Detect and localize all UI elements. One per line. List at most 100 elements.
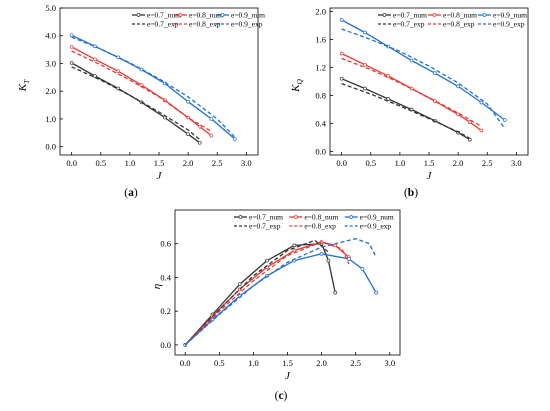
data-point xyxy=(326,258,331,263)
legend-label: e=0.8_exp xyxy=(304,222,336,231)
legend-label: e=0.9_num xyxy=(360,213,394,222)
data-point xyxy=(197,140,202,145)
legend-item: e=0.9_exp xyxy=(478,20,525,29)
x-tick-label: 0.5 xyxy=(365,158,376,168)
series-line-e=0.8_num xyxy=(71,46,212,137)
data-point xyxy=(502,118,507,122)
y-axis-title: KT xyxy=(17,79,31,92)
panel-label: (a) xyxy=(124,187,138,199)
legend-marker xyxy=(178,13,183,17)
legend-marker xyxy=(432,13,437,17)
x-tick-label: 3.0 xyxy=(384,358,395,368)
chart-panel-3: 0.0 0.5 1.0 1.5 2.0 2.5 3.0 0.0 0.2 0.4 0.6 Jη e=0.7… xyxy=(151,209,401,402)
x-tick-label: 1.5 xyxy=(282,358,293,368)
panel-label: (b) xyxy=(404,187,418,199)
series-line-e=0.9_exp xyxy=(71,36,236,138)
legend-item: e=0.7_num xyxy=(378,11,427,20)
legend-item: e=0.7_num xyxy=(132,11,181,20)
series-line-e=0.9_num xyxy=(341,19,506,121)
series-line-e=0.8_exp xyxy=(341,57,482,127)
data-point xyxy=(197,124,202,129)
data-point xyxy=(69,61,74,65)
x-tick-label: 2.5 xyxy=(482,158,493,168)
legend-item: e=0.8_exp xyxy=(428,20,475,29)
legend-marker xyxy=(293,215,298,219)
y-tick-label: 5.0 xyxy=(45,3,56,13)
legend-item: e=0.9_num xyxy=(344,213,394,222)
legend-label: e=0.8_num xyxy=(443,11,477,20)
series-line-e=0.8_exp xyxy=(184,241,350,346)
legend-marker xyxy=(220,13,225,17)
x-axis-title: J xyxy=(427,170,433,182)
y-tick-label: 0.4 xyxy=(315,119,326,129)
y-tick-label: 0.0 xyxy=(160,340,171,350)
data-point xyxy=(319,251,324,256)
series-line-e=0.7_exp xyxy=(71,66,201,141)
series-line-e=0.9_exp xyxy=(341,28,506,129)
legend-item: e=0.7_num xyxy=(234,213,283,222)
data-point xyxy=(339,76,344,81)
chart-panel-2: 0.0 0.5 1.0 1.5 2.0 2.5 3.0 0.0 0.4 0.8 1.2 1.6 2.0 J… xyxy=(290,7,529,199)
x-axis-title: J xyxy=(285,370,291,382)
data-point xyxy=(363,30,367,35)
data-point xyxy=(116,69,121,74)
legend-item: e=0.9_num xyxy=(478,11,527,20)
data-point xyxy=(467,137,472,142)
data-point xyxy=(237,282,242,287)
data-point xyxy=(93,74,97,78)
y-tick-label: 0.4 xyxy=(160,272,171,282)
legend-item: e=0.9_exp xyxy=(344,222,391,231)
x-tick-label: 3.0 xyxy=(241,158,252,168)
data-point xyxy=(363,86,367,91)
data-point xyxy=(479,100,484,105)
legend-marker xyxy=(482,13,487,17)
legend-label: e=0.9_num xyxy=(493,11,527,20)
data-point xyxy=(467,120,472,124)
data-point xyxy=(333,290,338,295)
chart-panel-1: 0.0 0.5 1.0 1.5 2.0 2.5 3.0 0.0 1.0 2.0 3.0 4.0 5.0 J… xyxy=(17,3,265,199)
legend-marker xyxy=(382,13,387,17)
data-point xyxy=(186,99,190,104)
data-point xyxy=(292,243,297,248)
data-point xyxy=(339,51,344,56)
y-tick-label: 1.2 xyxy=(315,63,326,73)
series-line-e=0.8_num xyxy=(184,241,350,346)
y-axis-title: η xyxy=(151,284,163,289)
x-tick-label: 2.0 xyxy=(183,158,194,168)
series-line-e=0.8_exp xyxy=(71,50,212,132)
legend-item: e=0.8_num xyxy=(428,11,477,20)
series-line-e=0.7_num xyxy=(184,243,336,346)
legend-label: e=0.7_exp xyxy=(249,222,281,231)
series-line-e=0.8_num xyxy=(341,52,482,132)
legend-item: e=0.7_exp xyxy=(132,20,179,29)
x-tick-label: 2.5 xyxy=(350,358,361,368)
legend-item: e=0.8_exp xyxy=(174,20,221,29)
legend-label: e=0.7_num xyxy=(249,213,283,222)
data-point xyxy=(347,257,351,261)
x-tick-label: 2.5 xyxy=(212,158,223,168)
y-tick-label: 2.0 xyxy=(315,7,326,17)
data-point xyxy=(374,290,378,295)
data-point xyxy=(265,258,269,263)
y-tick-label: 1.0 xyxy=(45,114,56,124)
data-point xyxy=(339,18,344,22)
x-axis-title: J xyxy=(157,170,163,182)
x-tick-label: 3.0 xyxy=(511,158,522,168)
data-point xyxy=(209,133,214,138)
data-point xyxy=(292,248,297,253)
series-line-e=0.7_exp xyxy=(184,239,329,346)
legend-label: e=0.7_num xyxy=(147,11,181,20)
data-point xyxy=(209,117,214,121)
legend-label: e=0.7_exp xyxy=(147,20,179,29)
x-tick-label: 1.0 xyxy=(248,358,259,368)
legend-item: e=0.8_exp xyxy=(289,222,336,231)
data-point xyxy=(186,132,190,137)
y-tick-label: 0.8 xyxy=(315,91,326,101)
x-tick-label: 0.0 xyxy=(180,358,191,368)
data-point xyxy=(409,58,414,63)
legend-item: e=0.9_num xyxy=(216,11,265,20)
data-point xyxy=(479,128,484,133)
y-tick-label: 1.6 xyxy=(315,35,326,45)
legend-label: e=0.8_num xyxy=(304,213,338,222)
